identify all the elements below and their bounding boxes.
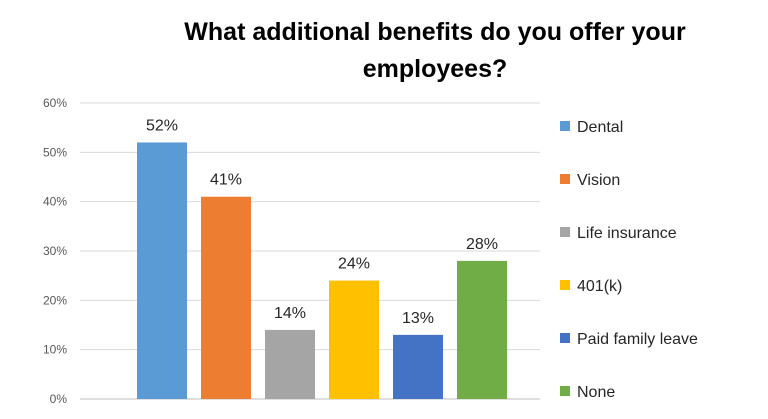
y-tick-label: 40% [43,195,67,209]
y-tick-label: 10% [43,343,67,357]
bars [137,142,507,399]
bar-vision [201,196,251,399]
legend-label: Vision [577,172,620,189]
legend-swatch [560,227,570,237]
data-label: 41% [210,172,242,189]
legend-swatch [560,174,570,184]
bar-401-k [329,280,379,399]
legend-label: Dental [577,119,623,136]
y-tick-label: 20% [43,293,67,307]
data-labels: 52% 41% 14% 24% 13% 28% [146,117,498,326]
data-label: 13% [402,310,434,327]
legend-label: Life insurance [577,225,677,242]
legend-swatch [560,121,570,131]
legend-swatch [560,333,570,343]
chart-title: What additional benefits do you offer yo… [184,18,686,83]
legend-swatch [560,386,570,396]
legend-label: Paid family leave [577,331,698,348]
y-tick-label: 50% [43,145,67,159]
bar-none [457,260,507,399]
legend-swatch [560,280,570,290]
legend-label: 401(k) [577,278,622,295]
data-label: 14% [274,305,306,322]
bar-dental [137,142,187,399]
legend-label: None [577,384,615,401]
bar-paid-family-leave [393,334,443,399]
bar-life-insurance [265,329,315,399]
data-label: 28% [466,236,498,253]
y-tick-label: 30% [43,244,67,258]
y-axis: 0% 10% 20% 30% 40% 50% 60% [43,96,67,406]
y-tick-label: 0% [50,392,68,406]
data-label: 24% [338,256,370,273]
y-tick-label: 60% [43,96,67,110]
legend: Dental Vision Life insurance 401(k) Paid fam… [560,119,698,401]
data-label: 52% [146,117,178,134]
